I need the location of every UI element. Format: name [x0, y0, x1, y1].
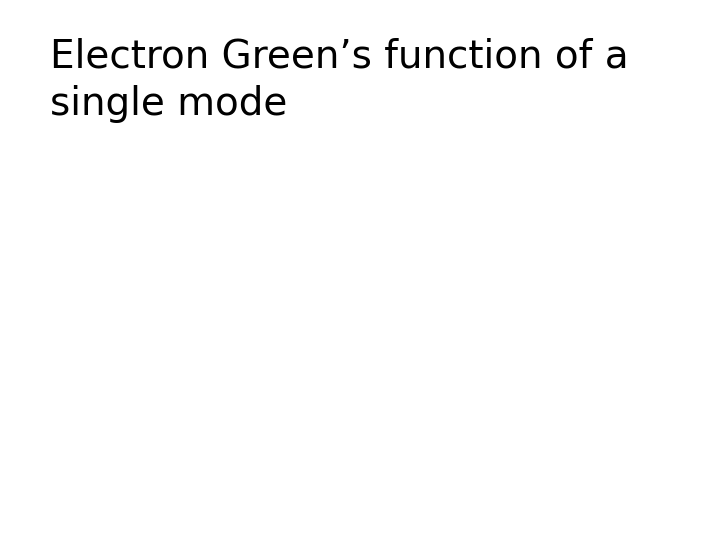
Text: Electron Green’s function of a
single mode: Electron Green’s function of a single mo…: [50, 38, 629, 123]
